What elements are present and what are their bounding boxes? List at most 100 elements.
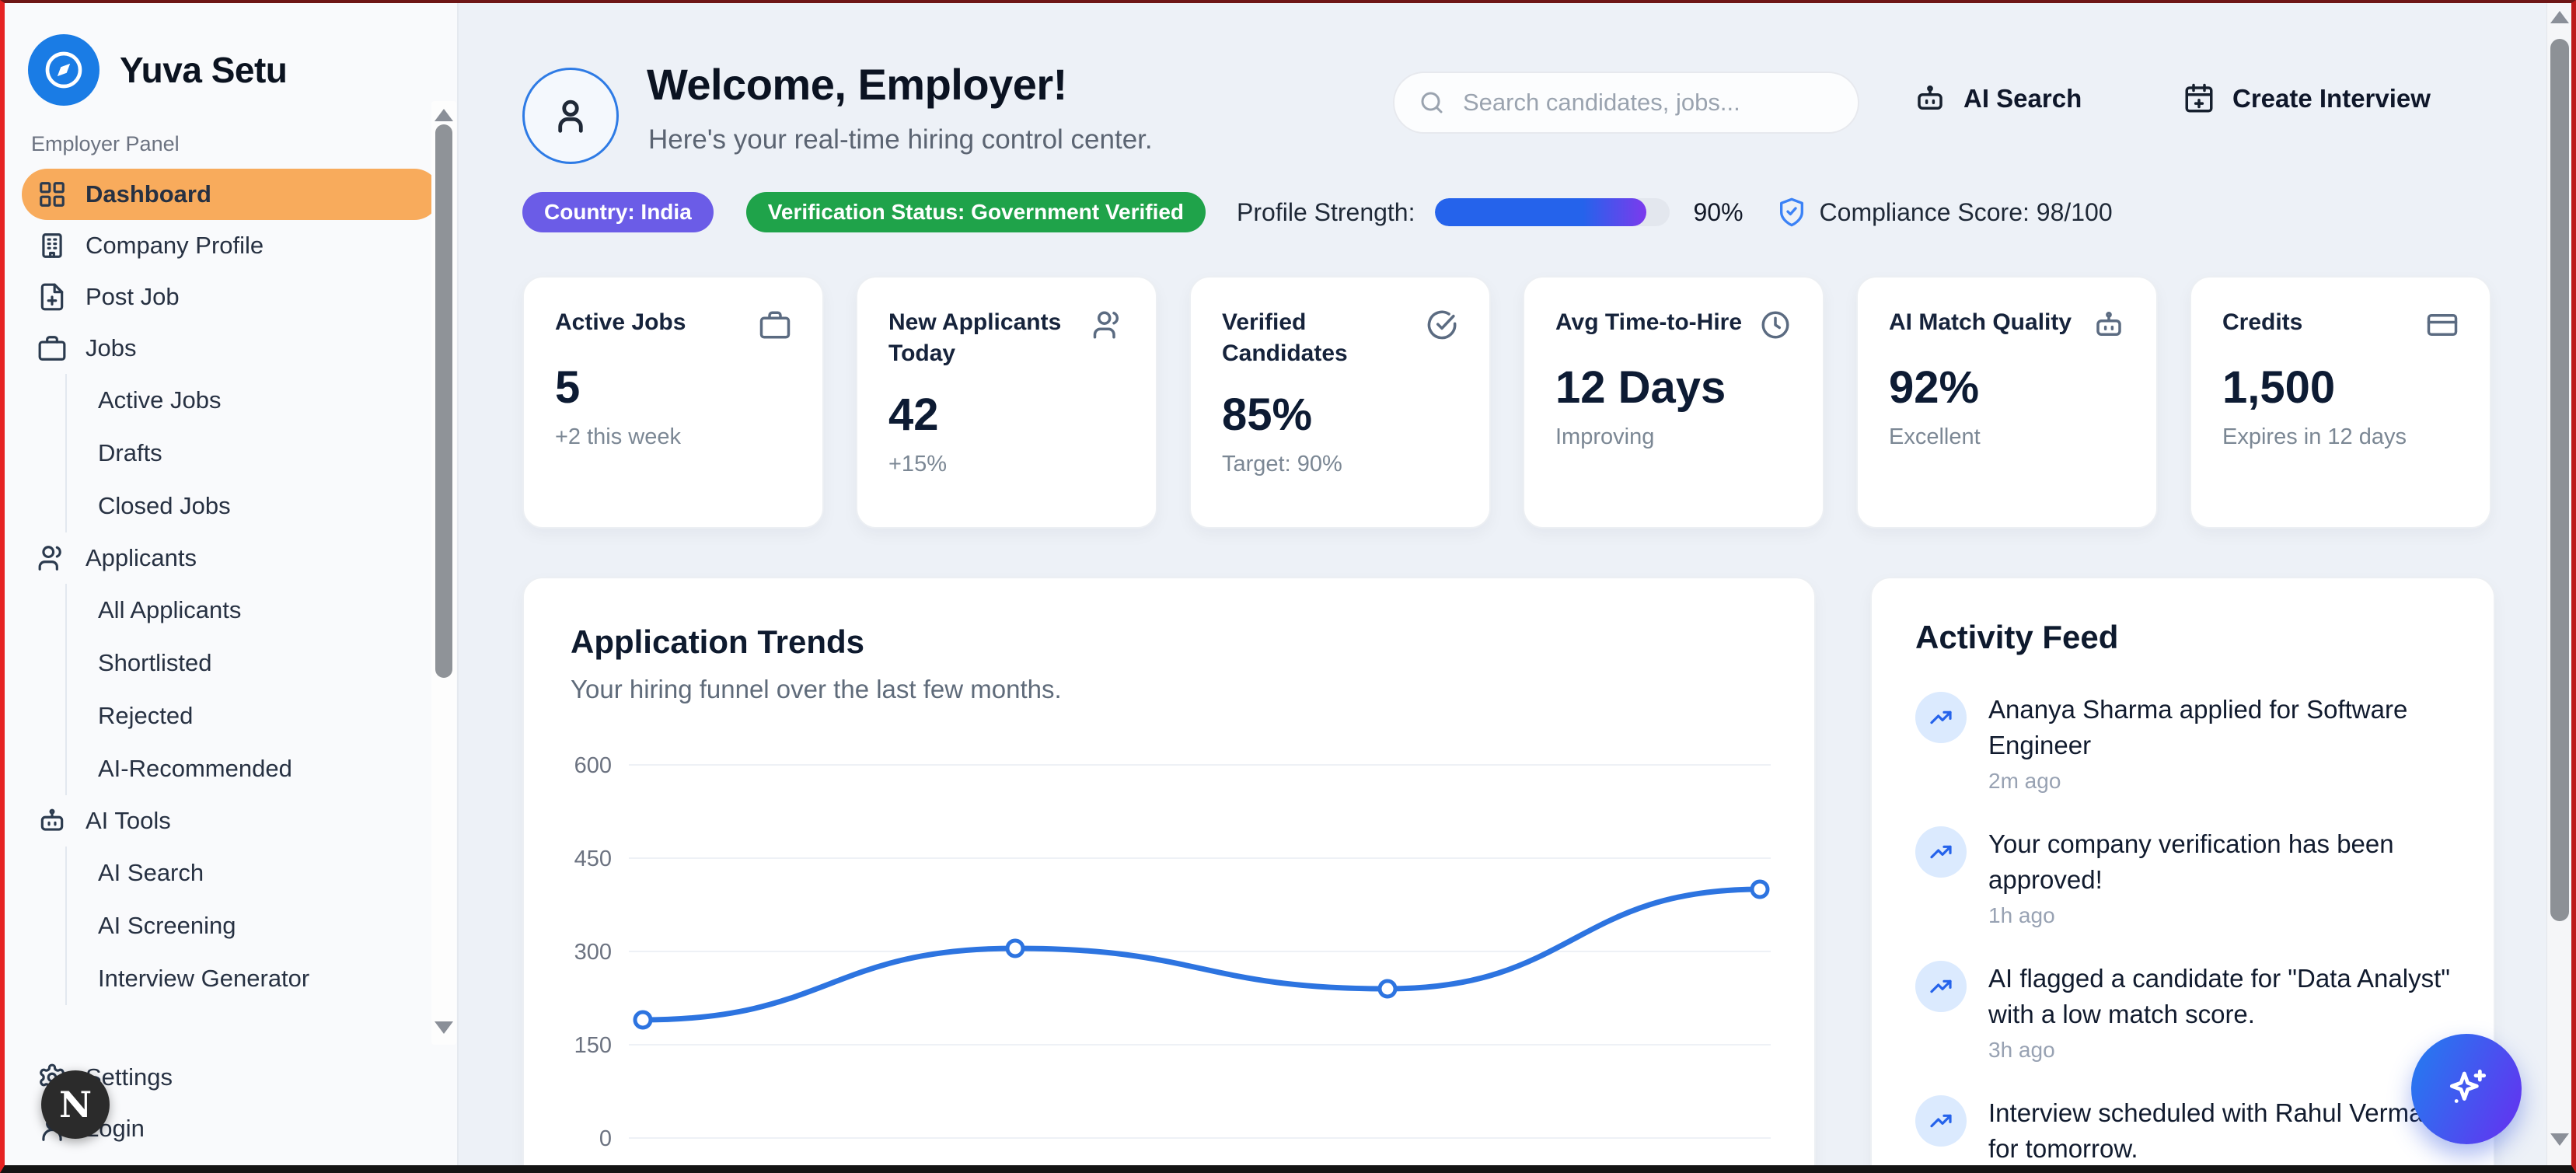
sidebar-scrollbar-thumb[interactable] bbox=[435, 124, 452, 678]
clock-icon bbox=[1761, 311, 1789, 339]
panel-label: Employer Panel bbox=[31, 132, 180, 155]
employer-avatar bbox=[522, 68, 619, 164]
sidebar-item-jobs[interactable]: Jobs bbox=[22, 323, 440, 374]
chart-subtitle: Your hiring funnel over the last few mon… bbox=[571, 675, 1062, 703]
stat-subtext: Excellent bbox=[1889, 424, 1981, 449]
check-circle-icon bbox=[1427, 310, 1457, 340]
sidebar-item-label: Dashboard bbox=[86, 180, 211, 208]
users-icon bbox=[1093, 311, 1119, 339]
compass-icon bbox=[28, 34, 99, 106]
brand: Yuva Setu bbox=[28, 34, 434, 106]
page-scrollbar-thumb[interactable] bbox=[2550, 39, 2569, 921]
ai-assistant-fab[interactable] bbox=[2411, 1034, 2522, 1144]
profile-strength-bar bbox=[1435, 198, 1670, 226]
page-scroll-down-icon[interactable] bbox=[2547, 1129, 2571, 1150]
chart-title: Application Trends bbox=[571, 623, 865, 660]
search-icon bbox=[1421, 92, 1443, 113]
sidebar-item-closed-jobs[interactable]: Closed Jobs bbox=[65, 480, 434, 532]
sidebar-item-label: Post Job bbox=[86, 283, 180, 310]
profile-strength-label: Profile Strength: bbox=[1237, 197, 1415, 226]
sidebar-item-rejected[interactable]: Rejected bbox=[65, 689, 434, 742]
notion-avatar-bubble[interactable]: N bbox=[41, 1070, 110, 1139]
sidebar-scrollbar[interactable] bbox=[431, 101, 456, 1045]
sidebar-item-ai-tools[interactable]: AI Tools bbox=[22, 795, 440, 847]
activity-feed-list: Ananya Sharma applied for Software Engin… bbox=[1915, 692, 2450, 1165]
stat-value: 42 bbox=[888, 389, 939, 441]
credit-card-icon bbox=[2427, 314, 2458, 336]
sidebar-item-applicants[interactable]: Applicants bbox=[22, 532, 440, 584]
country-badge: Country: India bbox=[522, 192, 714, 232]
sidebar-item-shortlisted[interactable]: Shortlisted bbox=[65, 637, 434, 689]
sidebar-item-ai-search[interactable]: AI Search bbox=[65, 847, 434, 899]
svg-text:600: 600 bbox=[574, 753, 612, 778]
verification-badge: Verification Status: Government Verified bbox=[745, 192, 1206, 232]
sidebar-item-company-profile[interactable]: Company Profile bbox=[22, 220, 440, 271]
profile-strength-value: 90% bbox=[1693, 197, 1744, 226]
page-title: Welcome, Employer! bbox=[647, 60, 1067, 109]
trending-up-icon bbox=[1915, 692, 1967, 743]
activity-feed-card: Activity Feed Ananya Sharma applied for … bbox=[1870, 577, 2495, 1165]
stat-card-new-applicants: New Applicants Today 42 +15% bbox=[856, 276, 1157, 529]
stat-subtext: +2 this week bbox=[555, 424, 682, 449]
application-trends-card: Application Trends Your hiring funnel ov… bbox=[522, 577, 1816, 1165]
profile-strength-fill bbox=[1435, 198, 1647, 226]
activity-item: Ananya Sharma applied for Software Engin… bbox=[1915, 692, 2450, 794]
bot-icon bbox=[40, 808, 64, 831]
sidebar: Yuva Setu Employer Panel Dashboard Compa… bbox=[5, 3, 459, 1165]
activity-item: Your company verification has been appro… bbox=[1915, 826, 2450, 928]
stat-value: 85% bbox=[1222, 389, 1313, 441]
activity-item: AI flagged a candidate for "Data Analyst… bbox=[1915, 961, 2450, 1063]
sidebar-item-all-applicants[interactable]: All Applicants bbox=[65, 584, 434, 637]
sidebar-item-label: Company Profile bbox=[86, 232, 264, 259]
stat-subtext: Target: 90% bbox=[1222, 452, 1342, 477]
stat-card-avg-time-to-hire: Avg Time-to-Hire 12 Days Improving bbox=[1523, 276, 1824, 529]
sidebar-item-label: Applicants bbox=[86, 544, 197, 571]
svg-text:300: 300 bbox=[574, 940, 612, 965]
ai-search-button[interactable]: AI Search bbox=[1914, 82, 2082, 115]
shield-check-icon bbox=[1779, 197, 1803, 227]
building-icon bbox=[42, 233, 62, 258]
stat-card-ai-match-quality: AI Match Quality 92% Excellent bbox=[1856, 276, 2158, 529]
sidebar-item-interview-generator[interactable]: Interview Generator bbox=[65, 952, 434, 1005]
bot-icon bbox=[1918, 86, 1942, 110]
calendar-plus-icon bbox=[2185, 83, 2213, 113]
create-interview-label: Create Interview bbox=[2232, 84, 2431, 113]
svg-text:450: 450 bbox=[574, 847, 612, 871]
stat-card-active-jobs: Active Jobs 5 +2 this week bbox=[522, 276, 824, 529]
app-title: Yuva Setu bbox=[120, 50, 288, 90]
activity-feed-title: Activity Feed bbox=[1915, 619, 2119, 655]
global-search[interactable] bbox=[1393, 72, 1859, 134]
briefcase-icon bbox=[759, 311, 791, 339]
sidebar-item-ai-screening[interactable]: AI Screening bbox=[65, 899, 434, 952]
sidebar-scroll-up-icon[interactable] bbox=[435, 109, 453, 121]
sidebar-item-dashboard[interactable]: Dashboard bbox=[22, 169, 440, 220]
sidebar-item-label: AI Tools bbox=[86, 807, 171, 834]
stat-value: 1,500 bbox=[2222, 362, 2336, 413]
stat-value: 5 bbox=[555, 362, 581, 413]
sidebar-item-ai-recommended[interactable]: AI-Recommended bbox=[65, 742, 434, 795]
sidebar-item-active-jobs[interactable]: Active Jobs bbox=[65, 374, 434, 427]
stat-subtext: +15% bbox=[888, 452, 947, 477]
application-trends-plot: 0 150 300 450 600 bbox=[574, 753, 1771, 1151]
sidebar-item-post-job[interactable]: Post Job bbox=[22, 271, 440, 323]
stat-card-verified-candidates: Verified Candidates 85% Target: 90% bbox=[1189, 276, 1491, 529]
sidebar-scroll-down-icon[interactable] bbox=[431, 1017, 456, 1039]
briefcase-icon bbox=[38, 336, 66, 361]
page-scrollbar[interactable] bbox=[2546, 3, 2571, 1165]
sparkles-icon bbox=[2449, 1069, 2487, 1103]
activity-item: Interview scheduled with Rahul Verma for… bbox=[1915, 1095, 2450, 1165]
trending-up-icon bbox=[1915, 826, 1967, 878]
stat-subtext: Expires in 12 days bbox=[2222, 424, 2407, 449]
trending-up-icon bbox=[1915, 961, 1967, 1013]
page-scroll-up-icon[interactable] bbox=[2550, 11, 2569, 23]
create-interview-button[interactable]: Create Interview bbox=[2183, 82, 2431, 115]
svg-text:150: 150 bbox=[574, 1033, 612, 1058]
user-icon bbox=[558, 99, 583, 133]
status-badges-row: Country: India Verification Status: Gove… bbox=[522, 192, 2113, 232]
compliance-score: Compliance Score: 98/100 bbox=[1819, 197, 2113, 226]
stat-card-credits: Credits 1,500 Expires in 12 days bbox=[2190, 276, 2491, 529]
users-icon bbox=[38, 546, 61, 571]
search-input[interactable] bbox=[1461, 88, 1834, 117]
svg-text:0: 0 bbox=[599, 1126, 612, 1151]
sidebar-item-drafts[interactable]: Drafts bbox=[65, 427, 434, 480]
